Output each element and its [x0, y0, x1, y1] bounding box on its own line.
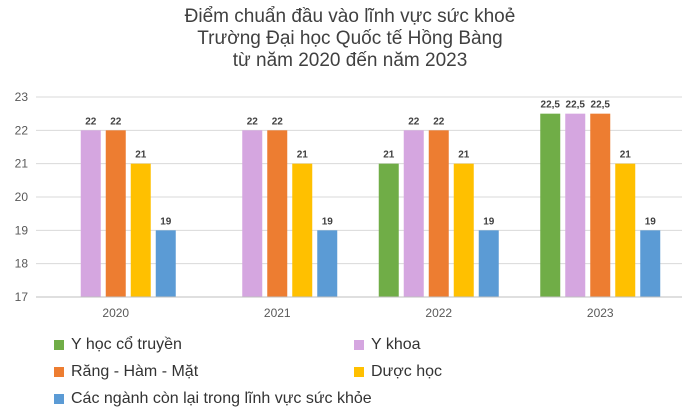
data-label: 19 [322, 216, 334, 227]
bar [267, 130, 288, 297]
data-label: 22 [247, 116, 259, 127]
data-label: 21 [458, 150, 470, 161]
data-label: 21 [135, 150, 147, 161]
y-tick-label: 19 [15, 223, 29, 237]
bar [80, 130, 101, 297]
y-tick-label: 22 [15, 123, 29, 137]
bar [105, 130, 126, 297]
y-tick-label: 20 [15, 190, 29, 204]
legend-item: Y học cổ truyền [54, 336, 182, 354]
data-label: 22,5 [541, 100, 561, 111]
legend-label: Dược học [371, 363, 442, 380]
legend-item: Răng - Hàm - Mặt [54, 363, 198, 381]
data-label: 22,5 [566, 100, 586, 111]
data-label: 19 [483, 216, 495, 227]
chart-title-block: Điểm chuẩn đầu vào lĩnh vực sức khoẻ Trư… [0, 6, 700, 72]
x-tick-label: 2020 [102, 306, 129, 320]
bar [378, 163, 399, 297]
y-tick-label: 23 [15, 90, 29, 104]
bar [242, 130, 263, 297]
data-label: 19 [160, 216, 172, 227]
legend-label: Y học cổ truyền [71, 336, 182, 353]
data-label: 22 [85, 116, 97, 127]
data-label: 19 [645, 216, 657, 227]
bar [615, 163, 636, 297]
bar [130, 163, 151, 297]
y-tick-label: 21 [15, 157, 29, 171]
legend-swatch [354, 340, 364, 350]
data-label: 22 [408, 116, 420, 127]
legend-swatch [54, 340, 64, 350]
x-tick-label: 2022 [425, 306, 452, 320]
legend-label: Các ngành còn lại trong lĩnh vực sức khỏ… [71, 390, 372, 407]
legend-label: Răng - Hàm - Mặt [71, 363, 199, 380]
legend-swatch [54, 394, 64, 404]
bar [640, 230, 661, 297]
legend-item: Y khoa [354, 336, 421, 354]
bar [565, 113, 586, 298]
chart-subtitle-line-2: từ năm 2020 đến năm 2023 [232, 50, 468, 71]
data-label: 21 [620, 150, 632, 161]
data-label: 22 [433, 116, 445, 127]
bar [317, 230, 338, 297]
legend-label: Y khoa [371, 336, 421, 353]
y-tick-label: 17 [15, 290, 29, 304]
x-tick-label: 2021 [264, 306, 291, 320]
bar [590, 113, 611, 298]
data-label: 21 [297, 150, 309, 161]
bar [478, 230, 499, 297]
legend-item: Dược học [354, 363, 442, 381]
bar [155, 230, 176, 297]
bar [453, 163, 474, 297]
legend-swatch [354, 367, 364, 377]
bar [403, 130, 424, 297]
chart-title: Điểm chuẩn đầu vào lĩnh vực sức khoẻ [184, 6, 516, 27]
bar [292, 163, 313, 297]
bar [428, 130, 449, 297]
chart-subtitle-line-1: Trường Đại học Quốc tế Hồng Bàng [197, 28, 503, 49]
y-tick-label: 18 [15, 257, 29, 271]
legend-swatch [54, 367, 64, 377]
data-label: 22 [110, 116, 122, 127]
data-label: 22 [272, 116, 284, 127]
data-label: 22,5 [591, 100, 611, 111]
x-tick-label: 2023 [587, 306, 614, 320]
data-label: 21 [383, 150, 395, 161]
bar [540, 113, 561, 298]
legend-item: Các ngành còn lại trong lĩnh vực sức khỏ… [54, 390, 372, 408]
